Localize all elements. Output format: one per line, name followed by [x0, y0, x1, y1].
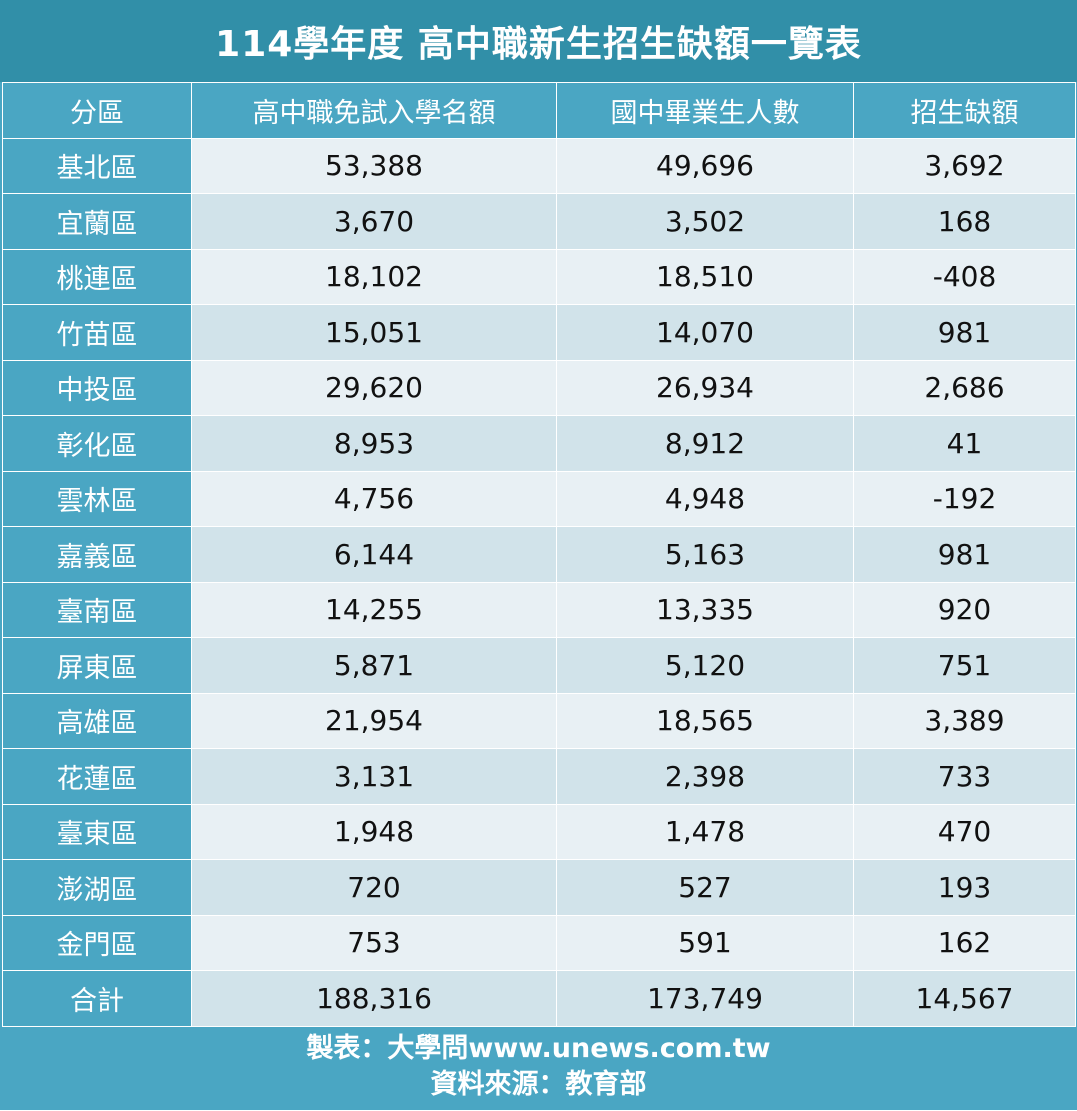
- graduates-cell: 3,502: [556, 193, 854, 250]
- graduates-cell: 18,510: [556, 248, 854, 305]
- vacancy-table: 分區 高中職免試入學名額 國中畢業生人數 招生缺額 基北區 53,388 49,69…: [2, 82, 1076, 1027]
- vacancy-cell: 2,686: [853, 359, 1076, 416]
- table-row: 中投區 29,620 26,934 2,686: [2, 359, 1076, 416]
- footer-credit: 製表：大學問www.unews.com.tw: [306, 1033, 771, 1064]
- vacancy-cell: -408: [853, 248, 1076, 305]
- region-cell: 宜蘭區: [2, 193, 192, 250]
- graduates-cell: 591: [556, 914, 854, 971]
- graduates-cell: 26,934: [556, 359, 854, 416]
- quota-cell: 753: [191, 914, 557, 971]
- table-row: 雲林區 4,756 4,948 -192: [2, 470, 1076, 527]
- vacancy-cell: 920: [853, 581, 1076, 638]
- table-row: 澎湖區 720 527 193: [2, 859, 1076, 916]
- region-cell: 金門區: [2, 914, 192, 971]
- table-row: 屏東區 5,871 5,120 751: [2, 637, 1076, 694]
- table-row: 彰化區 8,953 8,912 41: [2, 415, 1076, 472]
- quota-cell: 18,102: [191, 248, 557, 305]
- region-cell: 中投區: [2, 359, 192, 416]
- table-row: 合計 188,316 173,749 14,567: [2, 970, 1076, 1027]
- quota-cell: 1,948: [191, 803, 557, 860]
- graduates-cell: 8,912: [556, 415, 854, 472]
- vacancy-cell: 470: [853, 803, 1076, 860]
- quota-cell: 21,954: [191, 692, 557, 749]
- table-row: 宜蘭區 3,670 3,502 168: [2, 193, 1076, 250]
- quota-cell: 5,871: [191, 637, 557, 694]
- region-cell: 桃連區: [2, 248, 192, 305]
- table-row: 竹苗區 15,051 14,070 981: [2, 304, 1076, 361]
- quota-cell: 720: [191, 859, 557, 916]
- table-row: 嘉義區 6,144 5,163 981: [2, 526, 1076, 583]
- vacancy-cell: 41: [853, 415, 1076, 472]
- region-cell: 嘉義區: [2, 526, 192, 583]
- graduates-cell: 5,120: [556, 637, 854, 694]
- table-row: 臺南區 14,255 13,335 920: [2, 581, 1076, 638]
- quota-cell: 8,953: [191, 415, 557, 472]
- header-region: 分區: [2, 82, 192, 139]
- region-cell: 高雄區: [2, 692, 192, 749]
- header-quota: 高中職免試入學名額: [191, 82, 557, 139]
- table-row: 基北區 53,388 49,696 3,692: [2, 137, 1076, 194]
- region-cell: 臺東區: [2, 803, 192, 860]
- region-cell: 合計: [2, 970, 192, 1027]
- vacancy-cell: 3,389: [853, 692, 1076, 749]
- vacancy-cell: 981: [853, 526, 1076, 583]
- region-cell: 屏東區: [2, 637, 192, 694]
- vacancy-cell: 751: [853, 637, 1076, 694]
- quota-cell: 29,620: [191, 359, 557, 416]
- vacancy-cell: 14,567: [853, 970, 1076, 1027]
- region-cell: 臺南區: [2, 581, 192, 638]
- vacancy-cell: -192: [853, 470, 1076, 527]
- quota-cell: 3,670: [191, 193, 557, 250]
- quota-cell: 6,144: [191, 526, 557, 583]
- table-title: 114學年度 高中職新生招生缺額一覽表: [0, 0, 1077, 82]
- footer: 製表：大學問www.unews.com.tw 資料來源：教育部: [0, 1027, 1077, 1111]
- footer-source: 資料來源：教育部: [430, 1069, 647, 1100]
- quota-cell: 14,255: [191, 581, 557, 638]
- region-cell: 彰化區: [2, 415, 192, 472]
- region-cell: 基北區: [2, 137, 192, 194]
- graduates-cell: 527: [556, 859, 854, 916]
- header-vacancy: 招生缺額: [853, 82, 1076, 139]
- graduates-cell: 13,335: [556, 581, 854, 638]
- header-graduates: 國中畢業生人數: [556, 82, 854, 139]
- quota-cell: 15,051: [191, 304, 557, 361]
- vacancy-cell: 733: [853, 748, 1076, 805]
- table-row: 臺東區 1,948 1,478 470: [2, 803, 1076, 860]
- region-cell: 澎湖區: [2, 859, 192, 916]
- table-body: 基北區 53,388 49,696 3,692 宜蘭區 3,670 3,502 168 桃連區 1…: [2, 137, 1076, 1027]
- table-row: 花蓮區 3,131 2,398 733: [2, 748, 1076, 805]
- graduates-cell: 5,163: [556, 526, 854, 583]
- graduates-cell: 18,565: [556, 692, 854, 749]
- region-cell: 花蓮區: [2, 748, 192, 805]
- graduates-cell: 49,696: [556, 137, 854, 194]
- table-row: 高雄區 21,954 18,565 3,389: [2, 692, 1076, 749]
- graduates-cell: 4,948: [556, 470, 854, 527]
- table-row: 金門區 753 591 162: [2, 914, 1076, 971]
- graduates-cell: 14,070: [556, 304, 854, 361]
- vacancy-cell: 981: [853, 304, 1076, 361]
- header-row: 分區 高中職免試入學名額 國中畢業生人數 招生缺額: [2, 82, 1076, 139]
- graduates-cell: 1,478: [556, 803, 854, 860]
- region-cell: 雲林區: [2, 470, 192, 527]
- graduates-cell: 2,398: [556, 748, 854, 805]
- table-row: 桃連區 18,102 18,510 -408: [2, 248, 1076, 305]
- vacancy-cell: 168: [853, 193, 1076, 250]
- graduates-cell: 173,749: [556, 970, 854, 1027]
- quota-cell: 3,131: [191, 748, 557, 805]
- quota-cell: 53,388: [191, 137, 557, 194]
- vacancy-cell: 162: [853, 914, 1076, 971]
- region-cell: 竹苗區: [2, 304, 192, 361]
- vacancy-cell: 193: [853, 859, 1076, 916]
- quota-cell: 4,756: [191, 470, 557, 527]
- quota-cell: 188,316: [191, 970, 557, 1027]
- vacancy-cell: 3,692: [853, 137, 1076, 194]
